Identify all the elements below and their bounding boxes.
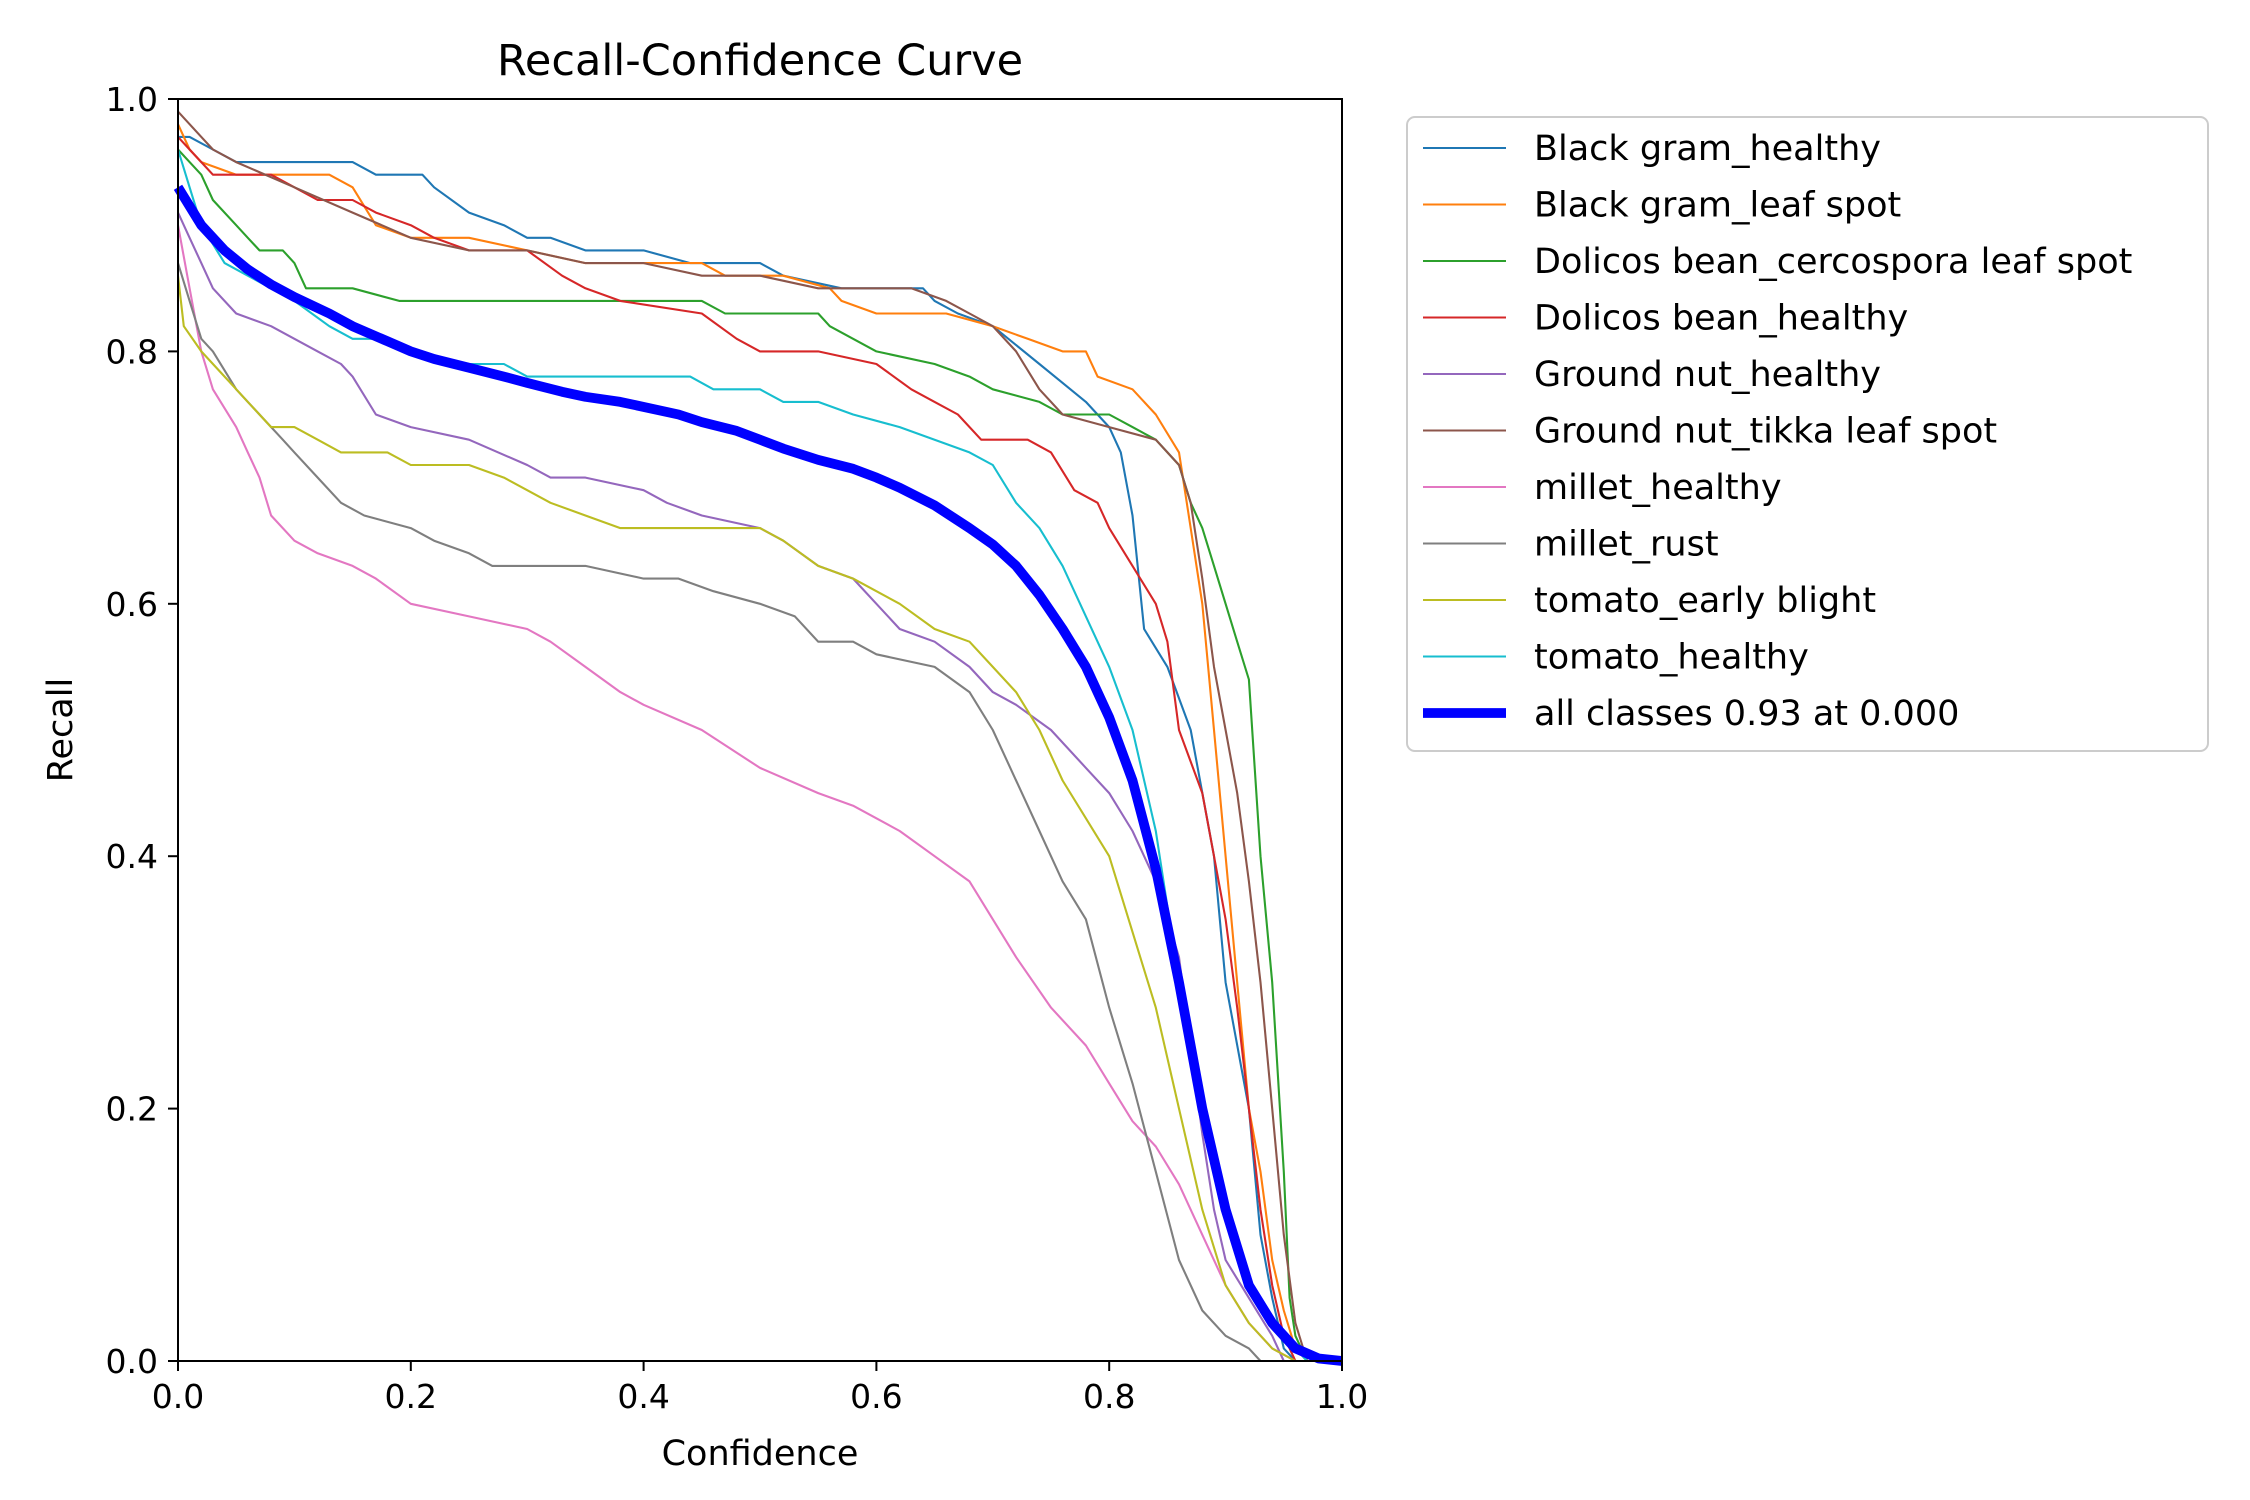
series-line-11 [173,184,1343,1366]
y-axis-label: Recall [41,678,81,782]
x-axis: 0.0 0.2 0.4 0.6 0.8 1.0 [152,1361,1368,1416]
y-tick-label: 0.6 [106,585,158,624]
legend-label: all classes 0.93 at 0.000 [1534,694,1959,734]
x-tick-label: 0.2 [385,1377,437,1416]
plot-frame [177,98,1343,1362]
legend-label: Dolicos bean_healthy [1534,299,1908,339]
x-axis-label: Confidence [662,1434,859,1474]
legend-label: Dolicos bean_cercospora leaf spot [1534,242,2132,282]
y-tick-label: 0.2 [106,1090,158,1129]
series-group [173,110,1343,1366]
series-line-2 [177,123,1308,1362]
legend-label: Black gram_leaf spot [1534,186,1901,226]
y-tick-label: 1.0 [106,80,158,119]
x-tick-label: 0.8 [1083,1377,1135,1416]
y-axis: 0.0 0.2 0.4 0.6 0.8 1.0 [106,80,178,1381]
x-tick-label: 0.0 [152,1377,204,1416]
x-tick-label: 0.4 [617,1377,669,1416]
x-tick-label: 0.6 [850,1377,902,1416]
legend-label: Ground nut_healthy [1534,355,1881,395]
legend-label: tomato_early blight [1534,581,1876,621]
y-tick-label: 0.0 [106,1342,158,1381]
series-line-9 [176,275,1296,1362]
legend-frame [1406,116,2209,752]
series-line-7 [176,225,1296,1362]
chart-title: Recall-Confidence Curve [497,36,1023,86]
series-line-6 [177,110,1309,1362]
series-line-8 [176,262,1262,1362]
legend-label: Ground nut_tikka leaf spot [1534,412,1997,452]
y-tick-label: 0.8 [106,332,158,371]
series-line-4 [177,136,1297,1362]
legend-label: millet_rust [1534,525,1719,565]
series-line-10 [176,149,1308,1362]
legend-label: tomato_healthy [1534,638,1809,678]
series-line-3 [177,148,1309,1362]
legend-label: Black gram_healthy [1534,129,1881,169]
x-tick-label: 1.0 [1316,1377,1368,1416]
legend-label: millet_healthy [1534,468,1782,508]
legend: Black gram_healthy Black gram_leaf spot Do… [1406,116,2209,752]
y-tick-label: 0.4 [106,837,158,876]
